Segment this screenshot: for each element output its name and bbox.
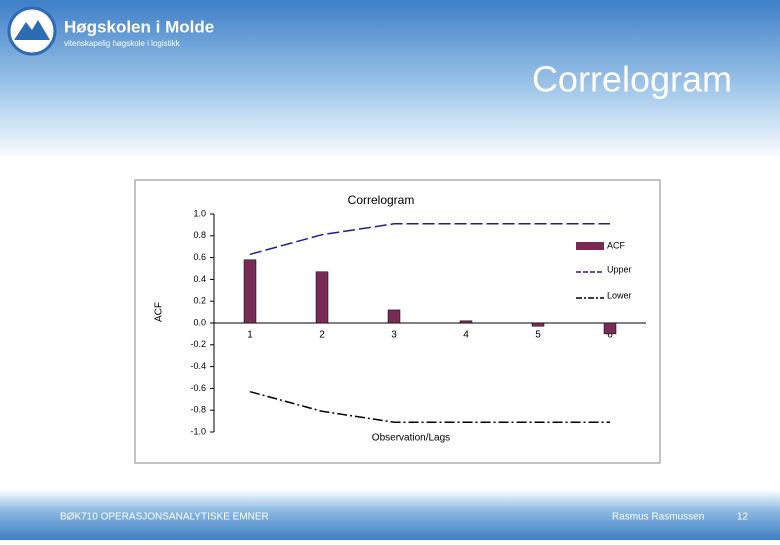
legend-label: Lower: [607, 290, 632, 300]
footer-course: BØK710 OPERASJONSANALYTISKE EMNER: [60, 512, 269, 523]
y-tick-label: 0.4: [193, 274, 206, 284]
bar: [531, 322, 545, 327]
y-tick-label: -1.0: [190, 426, 206, 436]
logo-name: Høgskolen i Molde: [64, 17, 214, 36]
footer-author: Rasmus Rasmussen: [612, 512, 704, 523]
x-tick-label: 2: [319, 330, 325, 341]
x-tick-label: 4: [463, 330, 469, 341]
legend-swatch: [576, 242, 604, 250]
legend-label: ACF: [607, 240, 626, 250]
x-tick-label: 5: [535, 330, 541, 341]
x-tick-label: 6: [607, 330, 613, 341]
x-tick-label: 3: [391, 330, 397, 341]
chart-title: Correlogram: [348, 193, 415, 207]
line: [249, 390, 610, 423]
y-tick-label: 0.2: [193, 296, 206, 306]
y-tick-label: 0.8: [193, 230, 206, 240]
x-axis-label: Observation/Lags: [372, 433, 450, 444]
bar: [243, 259, 257, 324]
y-tick-label: -0.6: [190, 383, 206, 393]
y-tick-label: -0.2: [190, 339, 206, 349]
y-tick-label: -0.4: [190, 361, 206, 371]
footer-band: [0, 490, 780, 540]
bar: [315, 271, 329, 324]
y-tick-label: 1.0: [193, 208, 206, 218]
logo-mountain: [14, 20, 50, 40]
slide-title: Correlogram: [532, 59, 732, 100]
x-tick-label: 1: [247, 330, 253, 341]
y-tick-label: -0.8: [190, 405, 206, 415]
header-band: [0, 0, 780, 160]
page-number: 12: [737, 512, 749, 523]
line: [249, 223, 610, 256]
y-axis-label: ACF: [154, 302, 165, 322]
logo-tagline: vitenskapelig høgskole i logistikk: [64, 39, 181, 48]
bar: [387, 309, 401, 324]
bar: [603, 322, 617, 335]
legend-label: Upper: [607, 264, 632, 274]
y-tick-label: 0.0: [193, 317, 206, 327]
y-tick-label: 0.6: [193, 252, 206, 262]
bar: [459, 320, 473, 324]
